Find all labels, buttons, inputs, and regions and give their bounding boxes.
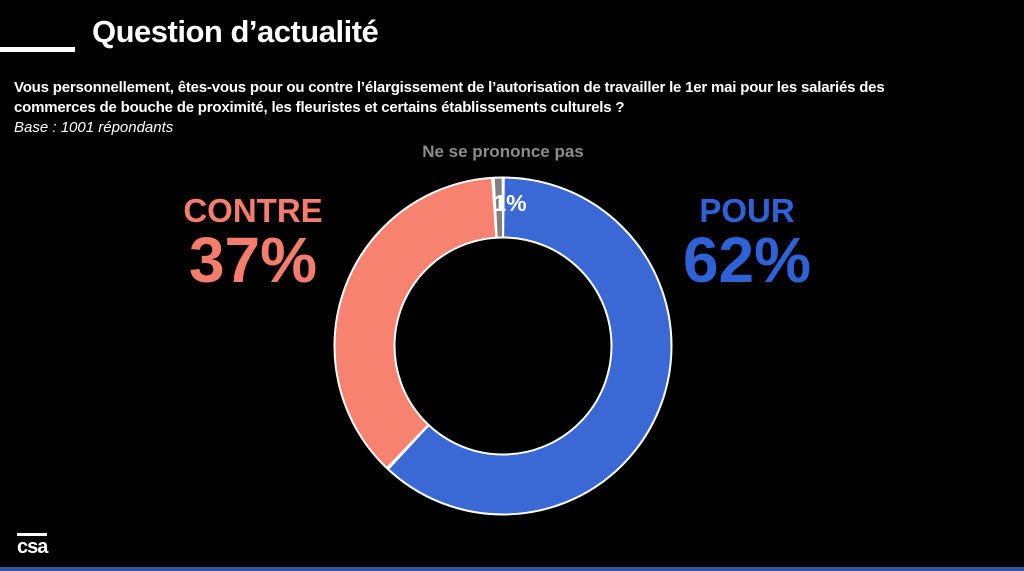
- donut-segment-contre: [335, 178, 671, 514]
- contre-callout: CONTRE 37%: [183, 192, 323, 296]
- csa-logo: csa: [17, 533, 48, 557]
- donut-chart: [333, 176, 673, 516]
- base-note: Base : 1001 répondants: [14, 119, 174, 136]
- segment-label-contre: CONTRE: [183, 192, 323, 229]
- question-line-1: Vous personnellement, êtes-vous pour ou …: [14, 79, 885, 96]
- segment-label-ne-se-prononce-pas: Ne se prononce pas: [422, 142, 584, 161]
- segment-value-contre: 37%: [188, 224, 318, 296]
- segment-value-pour: 62%: [682, 224, 812, 296]
- page-title: Question d’actualité: [92, 14, 379, 49]
- question-line-2: commerces de bouche de proximité, les fl…: [14, 99, 625, 116]
- bottom-accent-bar: [0, 567, 1024, 571]
- segment-value-ne-se-prononce-pas: 1%: [493, 190, 527, 216]
- question-text: Vous personnellement, êtes-vous pour ou …: [14, 78, 885, 138]
- segment-label-pour: POUR: [699, 192, 795, 229]
- title-underline-dash: [0, 47, 75, 52]
- pour-callout: POUR 62%: [682, 192, 812, 296]
- donut-segment-pour: [335, 178, 671, 514]
